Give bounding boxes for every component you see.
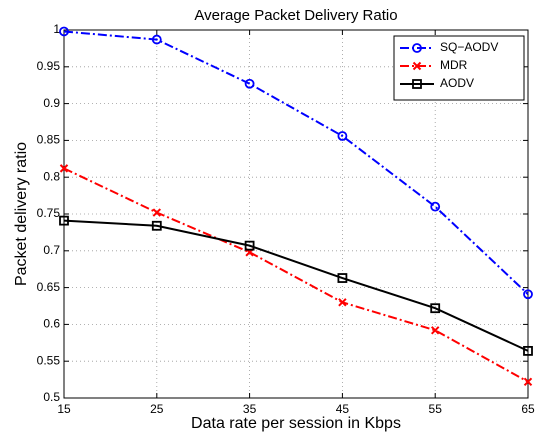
point <box>337 273 348 283</box>
y-axis-label: Packet delivery ratio <box>13 142 30 286</box>
y-tick-label: 0.55 <box>37 353 61 367</box>
y-tick-label: 0.9 <box>43 96 60 110</box>
y-tick-label: 0.85 <box>37 133 61 147</box>
legend-label: MDR <box>440 58 468 72</box>
point <box>523 289 533 300</box>
point <box>59 164 69 173</box>
y-tick-label: 0.6 <box>43 317 60 331</box>
x-tick-label: 35 <box>243 402 257 416</box>
point <box>337 131 348 141</box>
y-tick-label: 0.5 <box>43 390 60 404</box>
legend-label: AODV <box>440 76 474 90</box>
x-tick-label: 65 <box>521 402 535 416</box>
y-tick-label: 0.8 <box>43 169 60 183</box>
point <box>59 26 69 37</box>
legend-marker <box>412 43 422 53</box>
plot-frame <box>63 29 529 399</box>
point <box>430 303 441 314</box>
x-tick-label: 15 <box>57 402 71 416</box>
point <box>244 240 255 251</box>
point <box>523 377 533 387</box>
y-tick-label: 0.75 <box>37 206 61 220</box>
point <box>430 326 440 335</box>
series-line <box>63 167 529 383</box>
point <box>244 78 255 89</box>
point <box>430 201 441 212</box>
y-tick-label: 0.65 <box>37 280 61 294</box>
y-tick-label: 0.7 <box>43 243 60 257</box>
chart-title: Average Packet Delivery Ratio <box>194 7 397 24</box>
x-tick-label: 55 <box>429 402 443 416</box>
legend-marker <box>412 61 422 71</box>
series-line <box>63 219 529 352</box>
x-tick-label: 25 <box>150 402 164 416</box>
x-tick-label: 45 <box>336 402 350 416</box>
legend-marker <box>412 79 422 89</box>
legend-label: SQ−AODV <box>440 40 498 54</box>
y-tick-label: 0.95 <box>37 59 61 73</box>
y-tick-label: 1 <box>53 22 60 36</box>
point <box>523 345 533 356</box>
point <box>151 220 162 231</box>
point <box>152 208 162 217</box>
x-axis-label: Data rate per session in Kbps <box>191 415 401 432</box>
point <box>59 215 69 226</box>
point <box>151 34 162 45</box>
point <box>338 298 347 307</box>
